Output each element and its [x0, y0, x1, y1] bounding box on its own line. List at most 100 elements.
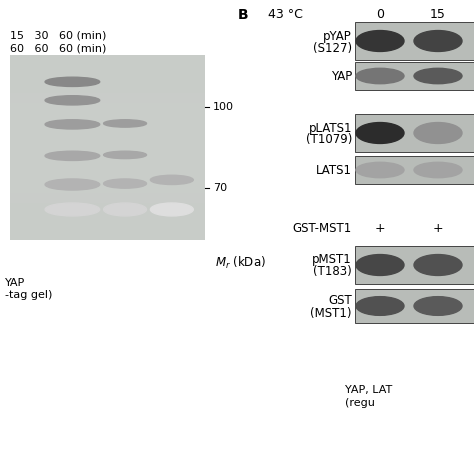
Bar [10, 82, 205, 83]
Bar [10, 120, 205, 121]
Ellipse shape [150, 175, 193, 184]
Bar [10, 219, 205, 220]
Bar [10, 224, 205, 225]
Bar [10, 118, 205, 119]
Bar [10, 169, 205, 170]
Text: (regu: (regu [345, 398, 375, 408]
Bar [10, 210, 205, 211]
Bar [10, 212, 205, 213]
Bar [10, 216, 205, 217]
Bar [10, 150, 205, 151]
Text: 15   30   60 (min): 15 30 60 (min) [10, 30, 106, 40]
Bar [10, 213, 205, 214]
Text: 70: 70 [213, 183, 227, 193]
Bar [10, 57, 205, 58]
Bar [10, 132, 205, 133]
Bar [355, 114, 474, 152]
Bar [10, 99, 205, 100]
Bar [10, 108, 205, 109]
Ellipse shape [356, 30, 404, 52]
Text: (S127): (S127) [313, 42, 352, 55]
Ellipse shape [356, 162, 404, 178]
Bar [10, 177, 205, 178]
Ellipse shape [104, 179, 146, 188]
Bar [10, 194, 205, 195]
Bar [10, 147, 205, 148]
Text: (T1079): (T1079) [306, 134, 352, 146]
Bar [10, 231, 205, 232]
Bar [10, 239, 205, 240]
Ellipse shape [356, 255, 404, 275]
Bar [10, 76, 205, 77]
Bar [10, 114, 205, 115]
Bar [10, 121, 205, 122]
Bar [10, 56, 205, 57]
Bar [10, 153, 205, 154]
Bar [10, 163, 205, 164]
Bar [10, 145, 205, 146]
Bar [10, 161, 205, 162]
Bar [10, 187, 205, 188]
Bar [10, 105, 205, 106]
Bar [10, 217, 205, 218]
Bar [10, 178, 205, 179]
Bar [10, 78, 205, 79]
Bar [10, 92, 205, 93]
Bar [10, 211, 205, 212]
Bar [10, 109, 205, 110]
Bar [10, 221, 205, 222]
Bar [10, 144, 205, 145]
Bar [10, 130, 205, 131]
Text: 43 °C: 43 °C [268, 8, 303, 21]
Bar [10, 79, 205, 80]
Bar [10, 175, 205, 176]
Bar [10, 125, 205, 126]
Bar [10, 81, 205, 82]
Text: 0: 0 [376, 8, 384, 21]
Bar [10, 181, 205, 182]
Bar [10, 237, 205, 238]
Ellipse shape [414, 255, 462, 275]
Bar [355, 22, 474, 60]
Bar [10, 104, 205, 105]
Bar [10, 170, 205, 171]
Bar [10, 157, 205, 158]
Bar [10, 55, 205, 240]
Bar [10, 223, 205, 224]
Bar [10, 84, 205, 85]
Bar [10, 165, 205, 166]
Bar [10, 86, 205, 87]
Bar [10, 115, 205, 116]
Bar [10, 126, 205, 127]
Bar [10, 106, 205, 107]
Bar [10, 71, 205, 72]
Bar [10, 236, 205, 237]
Bar [10, 203, 205, 204]
Bar [10, 69, 205, 70]
Text: pMST1: pMST1 [312, 254, 352, 266]
Bar [10, 226, 205, 227]
Bar [10, 148, 205, 149]
Bar [10, 87, 205, 88]
Bar [10, 60, 205, 61]
Bar [10, 156, 205, 157]
Bar [10, 183, 205, 184]
Bar [10, 75, 205, 76]
Bar [10, 215, 205, 216]
Bar [10, 199, 205, 200]
Ellipse shape [356, 297, 404, 315]
Bar [10, 200, 205, 201]
Ellipse shape [45, 203, 100, 216]
Bar [10, 182, 205, 183]
Bar [10, 133, 205, 134]
Bar [10, 173, 205, 174]
Bar [10, 142, 205, 143]
Ellipse shape [414, 68, 462, 84]
Bar [10, 186, 205, 187]
Bar [10, 233, 205, 234]
Bar [10, 193, 205, 194]
Bar [10, 116, 205, 117]
Bar [10, 55, 205, 56]
Ellipse shape [104, 120, 146, 127]
Text: -tag gel): -tag gel) [5, 290, 52, 300]
